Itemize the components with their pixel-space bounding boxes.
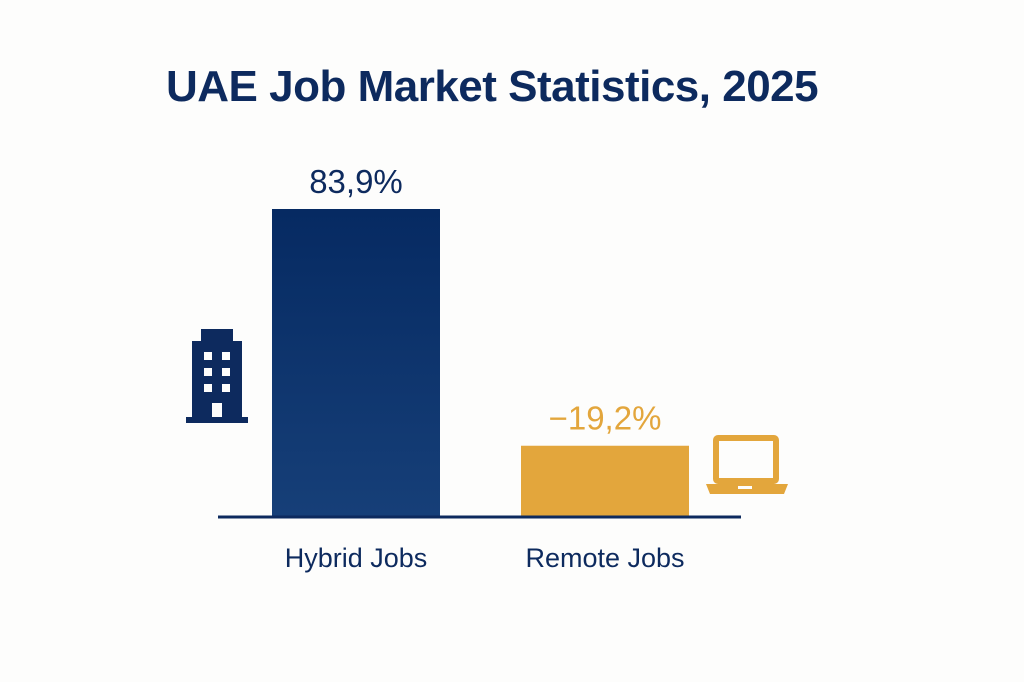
office-building-icon bbox=[186, 329, 248, 423]
laptop-icon bbox=[706, 435, 788, 494]
bars-layer: 83,9% Hybrid Jobs −19,2% Remote Jobs bbox=[272, 163, 689, 573]
bar-hybrid-jobs bbox=[272, 209, 440, 516]
category-label-remote-jobs: Remote Jobs bbox=[525, 543, 684, 573]
data-label-hybrid-jobs: 83,9% bbox=[309, 163, 403, 200]
data-label-remote-jobs: −19,2% bbox=[549, 400, 662, 437]
bar-remote-jobs bbox=[521, 445, 689, 516]
chart-title: UAE Job Market Statistics, 2025 bbox=[166, 62, 819, 111]
category-label-hybrid-jobs: Hybrid Jobs bbox=[285, 543, 428, 573]
